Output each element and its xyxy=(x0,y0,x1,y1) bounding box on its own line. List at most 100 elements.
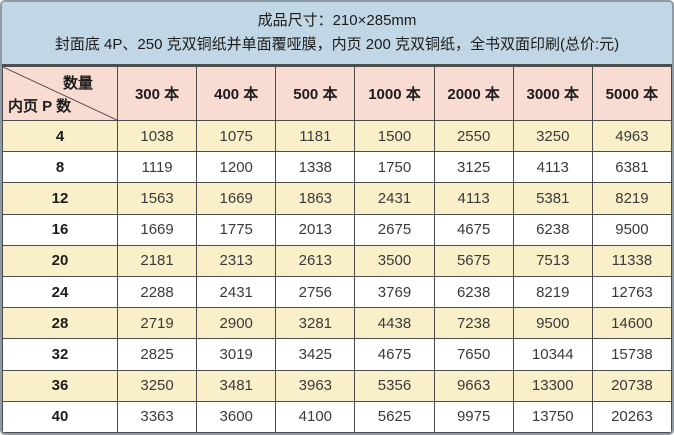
row-label: 16 xyxy=(2,213,118,246)
table-row: 20 2181 2313 2613 3500 5675 7513 11338 xyxy=(2,244,672,277)
price-cell: 3963 xyxy=(275,369,356,402)
price-cell: 3769 xyxy=(354,275,435,309)
price-cell: 1338 xyxy=(275,151,356,184)
price-cell: 2756 xyxy=(275,275,356,309)
table-row: 28 2719 2900 3281 4438 7238 9500 14600 xyxy=(2,307,672,340)
table-row: 32 2825 3019 3425 4675 7650 10344 15738 xyxy=(2,338,672,371)
price-cell: 2288 xyxy=(116,275,198,309)
price-cell: 2900 xyxy=(196,307,277,340)
price-cell: 5381 xyxy=(512,182,593,215)
price-cell: 4113 xyxy=(512,151,593,184)
price-cell: 1669 xyxy=(196,182,277,215)
spec-line-size: 成品尺寸：210×285mm xyxy=(257,12,417,30)
price-cell: 1750 xyxy=(354,151,435,184)
table-row: 8 1119 1200 1338 1750 3125 4113 6381 xyxy=(2,151,672,184)
row-label: 36 xyxy=(2,369,118,402)
table-row: 36 3250 3481 3963 5356 9663 13300 20738 xyxy=(2,369,672,402)
price-cell: 15738 xyxy=(591,338,672,371)
header-row: 数量 内页 P 数 300 本 400 本 500 本 1000 本 2000 … xyxy=(2,66,672,121)
price-cell: 4963 xyxy=(591,119,672,153)
row-label: 32 xyxy=(2,338,118,371)
price-cell: 2675 xyxy=(354,213,435,246)
price-cell: 6238 xyxy=(512,213,593,246)
price-cell: 14600 xyxy=(591,307,672,340)
price-cell: 1181 xyxy=(275,119,356,153)
price-cell: 2825 xyxy=(116,338,198,371)
price-table: 数量 内页 P 数 300 本 400 本 500 本 1000 本 2000 … xyxy=(2,66,672,433)
table-row: 24 2288 2431 2756 3769 6238 8219 12763 xyxy=(2,275,672,309)
row-label: 28 xyxy=(2,307,118,340)
price-cell: 1775 xyxy=(196,213,277,246)
column-header-5000: 5000 本 xyxy=(591,66,672,121)
price-cell: 1119 xyxy=(116,151,198,184)
price-cell: 11338 xyxy=(591,244,672,277)
price-cell: 1863 xyxy=(275,182,356,215)
price-cell: 4675 xyxy=(354,338,435,371)
price-cell: 5356 xyxy=(354,369,435,402)
price-cell: 8219 xyxy=(591,182,672,215)
price-cell: 3019 xyxy=(196,338,277,371)
price-cell: 2181 xyxy=(116,244,198,277)
price-cell: 9500 xyxy=(512,307,593,340)
column-header-500: 500 本 xyxy=(275,66,356,121)
price-cell: 4100 xyxy=(275,400,356,433)
table-row: 12 1563 1669 1863 2431 4113 5381 8219 xyxy=(2,182,672,215)
price-cell: 3500 xyxy=(354,244,435,277)
price-cell: 3250 xyxy=(512,119,593,153)
price-cell: 20738 xyxy=(591,369,672,402)
price-cell: 3600 xyxy=(196,400,277,433)
price-cell: 2613 xyxy=(275,244,356,277)
price-cell: 6381 xyxy=(591,151,672,184)
price-cell: 9663 xyxy=(433,369,514,402)
column-header-3000: 3000 本 xyxy=(512,66,593,121)
row-label: 8 xyxy=(2,151,118,184)
price-cell: 4675 xyxy=(433,213,514,246)
column-header-2000: 2000 本 xyxy=(433,66,514,121)
corner-pages-label: 内页 P 数 xyxy=(8,98,72,115)
row-label: 4 xyxy=(2,119,118,153)
price-cell: 7513 xyxy=(512,244,593,277)
price-cell: 3125 xyxy=(433,151,514,184)
price-cell: 10344 xyxy=(512,338,593,371)
price-cell: 13300 xyxy=(512,369,593,402)
price-cell: 4438 xyxy=(354,307,435,340)
price-cell: 3363 xyxy=(116,400,198,433)
price-cell: 1669 xyxy=(116,213,198,246)
price-table-wrap: 数量 内页 P 数 300 本 400 本 500 本 1000 本 2000 … xyxy=(2,66,672,433)
corner-quantity-label: 数量 xyxy=(62,75,93,92)
table-row: 16 1669 1775 2013 2675 4675 6238 9500 xyxy=(2,213,672,246)
price-cell: 9500 xyxy=(591,213,672,246)
price-cell: 1038 xyxy=(116,119,198,153)
corner-cell: 数量 内页 P 数 xyxy=(2,66,118,121)
column-header-1000: 1000 本 xyxy=(354,66,435,121)
price-cell: 5675 xyxy=(433,244,514,277)
price-cell: 1075 xyxy=(196,119,277,153)
price-cell: 7238 xyxy=(433,307,514,340)
price-cell: 2431 xyxy=(354,182,435,215)
price-cell: 7650 xyxy=(433,338,514,371)
spec-line-paper: 封面底 4P、250 克双铜纸并单面覆哑膜，内页 200 克双铜纸，全书双面印刷… xyxy=(54,35,620,53)
price-cell: 1563 xyxy=(116,182,198,215)
price-cell: 20263 xyxy=(591,400,672,433)
price-cell: 1500 xyxy=(354,119,435,153)
price-cell: 3281 xyxy=(275,307,356,340)
price-cell: 2013 xyxy=(275,213,356,246)
column-header-300: 300 本 xyxy=(116,66,198,121)
spec-banner: 成品尺寸：210×285mm 封面底 4P、250 克双铜纸并单面覆哑膜，内页 … xyxy=(2,2,672,66)
price-cell: 9975 xyxy=(433,400,514,433)
price-cell: 5625 xyxy=(354,400,435,433)
price-cell: 12763 xyxy=(591,275,672,309)
table-row: 4 1038 1075 1181 1500 2550 3250 4963 xyxy=(2,119,672,153)
table-row: 40 3363 3600 4100 5625 9975 13750 20263 xyxy=(2,400,672,433)
price-cell: 2313 xyxy=(196,244,277,277)
price-cell: 8219 xyxy=(512,275,593,309)
column-header-400: 400 本 xyxy=(196,66,277,121)
row-label: 24 xyxy=(2,275,118,309)
price-cell: 13750 xyxy=(512,400,593,433)
diagonal-divider-line xyxy=(3,67,117,120)
price-cell: 2550 xyxy=(433,119,514,153)
row-label: 12 xyxy=(2,182,118,215)
price-cell: 3250 xyxy=(116,369,198,402)
price-cell: 1200 xyxy=(196,151,277,184)
